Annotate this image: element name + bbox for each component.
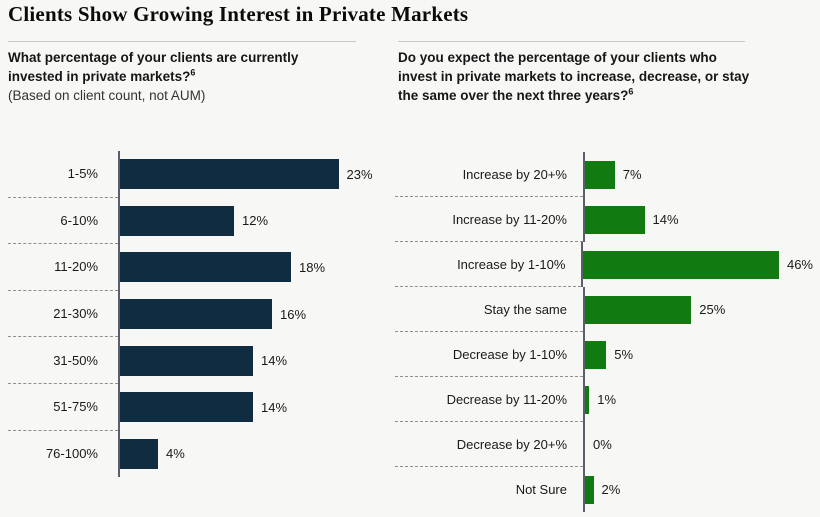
left-question-footnote: 6 [190, 67, 196, 78]
value-label: 46% [786, 257, 813, 272]
chart-row: 51-75% 14% [8, 383, 390, 431]
bar [585, 295, 692, 324]
bar [585, 385, 590, 414]
bar [585, 340, 607, 369]
category-label: Increase by 20+% [395, 152, 583, 197]
expected-change-bar-chart: Increase by 20+% 7% Increase by 11-20% 14% I… [395, 152, 813, 512]
chart-row: Stay the same 25% [395, 287, 813, 332]
category-label: Decrease by 20+% [395, 422, 583, 467]
bar-cell: 16% [118, 290, 390, 338]
value-label: 4% [166, 446, 185, 462]
category-label: Decrease by 1-10% [395, 332, 583, 377]
right-panel-rule [398, 41, 745, 42]
value-label: 14% [652, 212, 679, 227]
chart-row: Decrease by 1-10% 5% [395, 332, 813, 377]
bar-cell: 7% [583, 152, 813, 197]
bar-cell: 5% [583, 332, 813, 377]
bar [120, 392, 253, 423]
category-label: 76-100% [45, 446, 98, 462]
bar-cell: 4% [118, 430, 390, 478]
bar-cell: 14% [118, 383, 390, 431]
chart-row: Increase by 20+% 7% [395, 152, 813, 197]
category-label: 31-50% [8, 337, 118, 384]
left-question-text: What percentage of your clients are curr… [8, 50, 299, 84]
bar-cell: 23% [118, 151, 390, 198]
chart-row: 11-20% 18% [8, 244, 390, 291]
bar-cell: 2% [583, 467, 813, 512]
bar [120, 252, 291, 283]
right-question-footnote: 6 [628, 86, 634, 97]
chart-row: 21-30% 16% [8, 290, 390, 338]
right-question-text: Do you expect the percentage of your cli… [398, 50, 750, 103]
bar [120, 205, 234, 236]
value-label: 25% [699, 302, 726, 317]
bar [120, 438, 158, 469]
bar [583, 250, 779, 279]
category-label: Stay the same [395, 287, 583, 332]
right-question-block: Do you expect the percentage of your cli… [398, 48, 754, 105]
value-label: 5% [614, 347, 634, 362]
chart-row: 76-100% 4% [8, 430, 390, 478]
chart-row: Not Sure 2% [395, 467, 813, 512]
category-label: Increase by 1-10% [395, 242, 582, 287]
left-question-block: What percentage of your clients are curr… [8, 48, 344, 105]
right-question: Do you expect the percentage of your cli… [398, 48, 754, 105]
current-investment-bar-chart: 1-5% 23% 6-10% 12% 11-20% 18% 21-30% 16% 31-50% 1… [8, 151, 390, 478]
category-label: 21-30% [8, 291, 118, 338]
bar-cell: 0% [583, 422, 813, 467]
chart-row: Increase by 11-20% 14% [395, 197, 813, 242]
bar-cell: 12% [118, 197, 390, 245]
bar-cell: 46% [581, 242, 813, 287]
value-label: 14% [261, 353, 288, 369]
value-label: 14% [261, 399, 288, 415]
bar-cell: 1% [583, 377, 813, 422]
value-label: 16% [280, 306, 307, 322]
chart-row: Decrease by 11-20% 1% [395, 377, 813, 422]
bar [120, 159, 339, 190]
category-label: 6-10% [8, 198, 118, 245]
chart-row: 6-10% 12% [8, 197, 390, 245]
chart-row: Decrease by 20+% 0% [395, 422, 813, 467]
bar [585, 205, 645, 234]
bar-cell: 25% [583, 287, 813, 332]
value-label: 7% [622, 167, 642, 182]
value-label: 1% [597, 392, 617, 407]
bar [120, 345, 253, 376]
category-label: Increase by 11-20% [395, 197, 583, 242]
bar [585, 475, 594, 504]
chart-row: 31-50% 14% [8, 337, 390, 384]
left-panel-rule [8, 41, 356, 42]
category-label: 11-20% [8, 244, 118, 291]
bar-cell: 18% [118, 244, 390, 291]
value-label: 2% [601, 482, 621, 497]
left-question: What percentage of your clients are curr… [8, 48, 344, 86]
left-question-note: (Based on client count, not AUM) [8, 88, 206, 103]
value-label: 23% [346, 166, 373, 182]
value-label: 12% [242, 213, 269, 229]
category-label: 1-5% [8, 151, 118, 198]
chart-row: Increase by 1-10% 46% [395, 242, 813, 287]
category-label: 51-75% [8, 384, 118, 431]
bar-cell: 14% [583, 197, 813, 242]
category-label: Decrease by 11-20% [395, 377, 583, 422]
chart-row: 1-5% 23% [8, 151, 390, 198]
bar-cell: 14% [118, 337, 390, 384]
category-label: Not Sure [515, 482, 567, 497]
value-label: 0% [593, 437, 612, 452]
page-title: Clients Show Growing Interest in Private… [8, 2, 469, 26]
bar [120, 299, 272, 330]
value-label: 18% [299, 259, 326, 275]
bar [585, 160, 615, 189]
